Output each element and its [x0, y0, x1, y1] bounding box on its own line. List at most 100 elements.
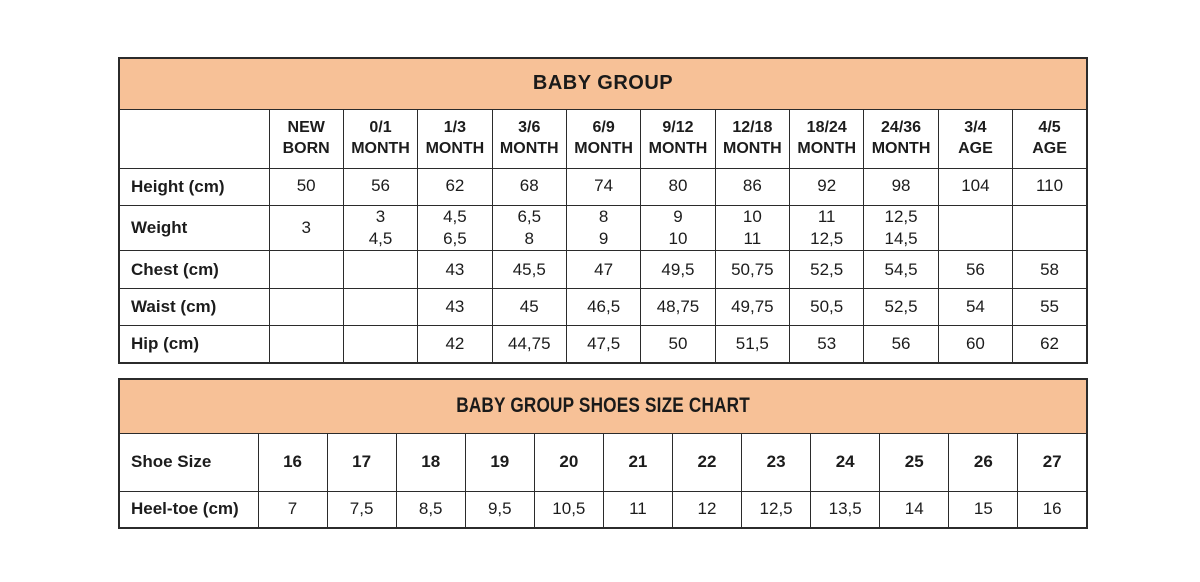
- cell: 56: [937, 250, 1014, 290]
- cell: 104: [937, 167, 1014, 206]
- cell: 7: [257, 490, 328, 529]
- cell: 7,5: [326, 490, 397, 529]
- cell: 15: [948, 490, 1019, 529]
- cell: 68: [491, 167, 567, 206]
- corner-cell: [118, 108, 270, 169]
- cell: 24: [810, 432, 881, 492]
- cell: 50,5: [789, 288, 865, 327]
- cell: 18: [395, 432, 466, 492]
- table-row: Height (cm) 50 56 62 68 74 80 86 92 98 104 110: [118, 167, 1088, 206]
- cell: 13,5: [810, 490, 881, 529]
- baby-table-body: Height (cm) 50 56 62 68 74 80 86 92 98 104 110 Weigh…: [118, 167, 1088, 364]
- cell: [268, 325, 344, 364]
- baby-group-table: BABY GROUP NEW BORN 0/1 MONTH 1/3 MONTH 3/6…: [118, 57, 1088, 364]
- cell: 60: [937, 325, 1014, 364]
- cell: [342, 250, 419, 290]
- cell: 19: [464, 432, 535, 492]
- shoes-table-title-text: BABY GROUP SHOES SIZE CHART: [456, 394, 750, 418]
- column-header-5: 9/12 MONTH: [640, 108, 716, 169]
- cell: 12,5 14,5: [863, 204, 939, 252]
- cell: 47: [565, 250, 642, 290]
- cell: 11: [602, 490, 673, 529]
- cell: 20: [533, 432, 604, 492]
- column-header-2: 1/3 MONTH: [417, 108, 493, 169]
- cell: 50: [640, 325, 716, 364]
- cell: 52,5: [789, 250, 865, 290]
- row-label: Height (cm): [118, 167, 270, 206]
- cell: 54: [937, 288, 1014, 327]
- column-header-10: 4/5 AGE: [1012, 108, 1088, 169]
- cell: 45,5: [491, 250, 567, 290]
- column-header-9: 3/4 AGE: [937, 108, 1014, 169]
- cell: 62: [417, 167, 493, 206]
- cell: 44,75: [491, 325, 567, 364]
- table-row: Waist (cm) 43 45 46,5 48,75 49,75 50,5 52,5 54 55: [118, 288, 1088, 327]
- cell: 17: [326, 432, 397, 492]
- cell: [268, 288, 344, 327]
- cell: 48,75: [640, 288, 716, 327]
- cell: 9 10: [640, 204, 716, 252]
- column-header-8: 24/36 MONTH: [863, 108, 939, 169]
- row-label: Hip (cm): [118, 325, 270, 364]
- column-header-3: 3/6 MONTH: [491, 108, 567, 169]
- shoes-table-body: Shoe Size 16 17 18 19 20 21 22 23 24 25 26 27 Heel-to…: [118, 432, 1088, 529]
- cell: 21: [602, 432, 673, 492]
- cell: 55: [1012, 288, 1088, 327]
- cell: 10,5: [533, 490, 604, 529]
- cell: 9,5: [464, 490, 535, 529]
- cell: 45: [491, 288, 567, 327]
- table-row: Hip (cm) 42 44,75 47,5 50 51,5 53 56 60 62: [118, 325, 1088, 364]
- cell: 53: [789, 325, 865, 364]
- cell: 110: [1012, 167, 1088, 206]
- cell: 58: [1012, 250, 1088, 290]
- cell: 50,75: [714, 250, 791, 290]
- cell: 23: [741, 432, 812, 492]
- table-row: Heel-toe (cm) 7 7,5 8,5 9,5 10,5 11 12 12,5 13,5 1…: [118, 490, 1088, 529]
- row-label: Shoe Size: [118, 432, 259, 492]
- cell: [342, 325, 419, 364]
- table-row: Shoe Size 16 17 18 19 20 21 22 23 24 25 26 27: [118, 432, 1088, 492]
- cell: 43: [417, 288, 493, 327]
- baby-table-title: BABY GROUP: [118, 57, 1088, 110]
- cell: 54,5: [863, 250, 939, 290]
- cell: 42: [417, 325, 493, 364]
- cell: [937, 204, 1014, 252]
- cell: 16: [257, 432, 328, 492]
- shoes-table-title-row: BABY GROUP SHOES SIZE CHART: [118, 378, 1088, 434]
- cell: 12,5: [741, 490, 812, 529]
- cell: 92: [789, 167, 865, 206]
- cell: 50: [268, 167, 344, 206]
- column-header-7: 18/24 MONTH: [789, 108, 865, 169]
- cell: 8,5: [395, 490, 466, 529]
- cell: 10 11: [714, 204, 791, 252]
- cell: 6,5 8: [491, 204, 567, 252]
- row-label: Weight: [118, 204, 270, 252]
- cell: [268, 250, 344, 290]
- cell: 14: [879, 490, 950, 529]
- column-header-0: NEW BORN: [268, 108, 344, 169]
- cell: 11 12,5: [789, 204, 865, 252]
- cell: 74: [565, 167, 642, 206]
- cell: [342, 288, 419, 327]
- baby-table-column-header-row: NEW BORN 0/1 MONTH 1/3 MONTH 3/6 MONTH 6/9 M…: [118, 108, 1088, 169]
- row-label: Waist (cm): [118, 288, 270, 327]
- cell: 8 9: [565, 204, 642, 252]
- cell: 26: [948, 432, 1019, 492]
- cell: 49,75: [714, 288, 791, 327]
- cell: 52,5: [863, 288, 939, 327]
- row-label: Chest (cm): [118, 250, 270, 290]
- column-header-1: 0/1 MONTH: [342, 108, 419, 169]
- cell: 25: [879, 432, 950, 492]
- cell: 22: [671, 432, 743, 492]
- cell: 46,5: [565, 288, 642, 327]
- shoes-table-title: BABY GROUP SHOES SIZE CHART: [118, 378, 1088, 434]
- cell: 3 4,5: [342, 204, 419, 252]
- cell: [1012, 204, 1088, 252]
- cell: 86: [714, 167, 791, 206]
- column-header-4: 6/9 MONTH: [565, 108, 642, 169]
- cell: 16: [1017, 490, 1088, 529]
- cell: 12: [671, 490, 743, 529]
- cell: 51,5: [714, 325, 791, 364]
- shoes-size-table: BABY GROUP SHOES SIZE CHART Shoe Size 16 1…: [118, 378, 1088, 529]
